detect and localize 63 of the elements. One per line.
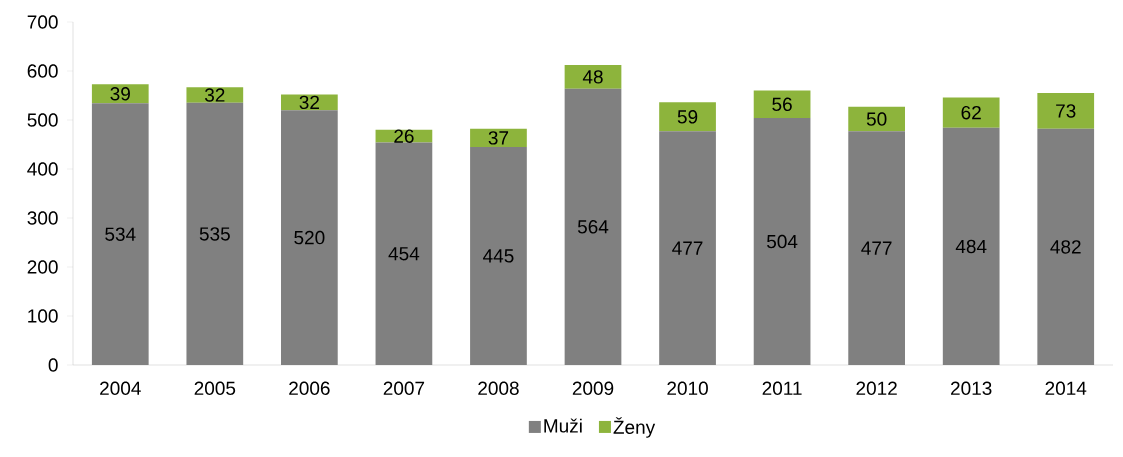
legend-label: Ženy [613, 417, 656, 438]
legend-label: Muži [544, 418, 582, 433]
x-tick-label: 2011 [762, 381, 802, 395]
data-label: 59 [677, 110, 698, 124]
x-tick-label: 2006 [289, 381, 330, 395]
x-tick-label: 2004 [100, 381, 141, 395]
data-label: 39 [110, 87, 130, 101]
bar [375, 142, 433, 365]
data-label: 56 [772, 97, 792, 112]
y-tick-label: 300 [27, 211, 58, 225]
bar [942, 97, 1000, 128]
x-tick-label: 2010 [667, 381, 708, 395]
bar [470, 146, 527, 365]
bar [659, 102, 716, 132]
data-label: 504 [767, 234, 798, 249]
bar [848, 106, 905, 132]
bar [848, 131, 905, 365]
bar [564, 65, 622, 89]
bar [753, 118, 811, 365]
data-label: 477 [672, 241, 703, 255]
data-label: 26 [394, 129, 414, 143]
data-label: 454 [388, 247, 420, 261]
bar [186, 102, 244, 365]
data-label: 534 [105, 227, 136, 241]
x-tick-label: 2005 [194, 381, 236, 395]
bar [470, 128, 527, 147]
data-label: 482 [1050, 240, 1081, 254]
data-label: 32 [299, 95, 319, 110]
data-label: 62 [961, 105, 981, 120]
bar [91, 84, 149, 104]
data-label: 520 [294, 230, 325, 245]
bar [91, 103, 149, 365]
bar [1037, 128, 1095, 365]
x-tick-label: 2014 [1045, 381, 1087, 395]
y-tick-label: 100 [28, 309, 58, 323]
bar [753, 90, 811, 119]
y-tick-label: 700 [27, 15, 58, 29]
data-label: 73 [1056, 104, 1076, 118]
bar [1037, 93, 1095, 129]
bar [281, 110, 338, 365]
data-label: 48 [582, 70, 603, 84]
x-tick-label: 2007 [383, 381, 425, 395]
data-label: 50 [866, 112, 887, 126]
bar [942, 127, 1000, 365]
data-label: 477 [861, 241, 892, 255]
y-tick-label: 0 [48, 358, 58, 372]
x-tick-label: 2012 [856, 381, 897, 395]
bar [659, 131, 716, 365]
bar [564, 88, 622, 365]
y-tick-label: 400 [27, 162, 58, 176]
data-label: 37 [488, 131, 509, 145]
data-label: 445 [483, 249, 514, 263]
x-tick-label: 2009 [572, 381, 614, 395]
y-tick-label: 500 [27, 113, 58, 127]
x-tick-label: 2013 [951, 381, 992, 395]
data-label: 535 [199, 227, 230, 241]
bar [186, 87, 244, 103]
x-tick-label: 2008 [478, 381, 519, 395]
y-tick-label: 200 [27, 260, 58, 274]
data-label: 564 [577, 220, 609, 234]
data-label: 32 [204, 88, 225, 102]
y-tick-label: 600 [27, 64, 58, 78]
data-label: 484 [955, 239, 987, 254]
